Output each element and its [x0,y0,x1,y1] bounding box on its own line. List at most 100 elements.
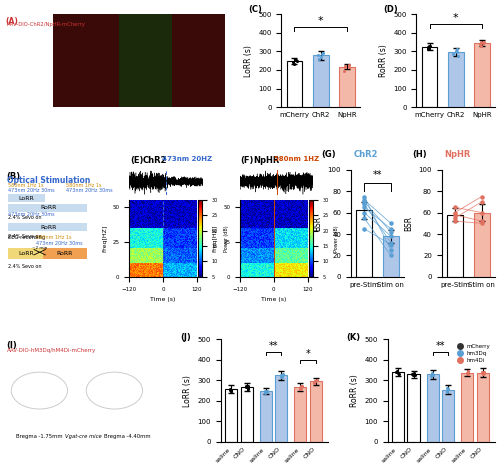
Point [342,63,349,70]
Point [242,383,250,391]
Y-axis label: Freq[HZ]: Freq[HZ] [212,225,218,252]
Point [264,389,272,396]
Bar [260,391,272,442]
Point [387,241,395,249]
Text: NpHR: NpHR [444,150,470,159]
Point [452,47,460,55]
Legend: mCherry, hm3Dq, hm4Di: mCherry, hm3Dq, hm4Di [452,342,492,365]
Bar [276,375,287,442]
Text: RoRR: RoRR [40,205,56,210]
X-axis label: Time (s): Time (s) [261,297,286,302]
Point [451,209,459,216]
Text: ChR2: ChR2 [142,156,167,164]
Text: Bregma -4.40mm: Bregma -4.40mm [104,434,150,439]
Point [428,373,436,380]
Point [464,368,472,376]
Text: RoRR: RoRR [40,225,56,229]
Point [360,200,368,208]
Text: (K): (K) [346,333,361,342]
Point [450,50,458,57]
Y-axis label: Power (dB): Power (dB) [224,225,228,251]
Point [315,55,323,63]
Text: 2.4% Sevo on: 2.4% Sevo on [8,215,42,220]
FancyBboxPatch shape [120,14,172,107]
Text: Vgat-cre mice: Vgat-cre mice [65,434,102,439]
Text: ChR2: ChR2 [354,150,378,159]
Bar [474,212,490,277]
FancyBboxPatch shape [5,14,54,107]
Text: **: ** [269,341,278,351]
Point [387,239,395,246]
FancyBboxPatch shape [8,223,86,231]
Point [453,46,461,53]
Point [480,368,488,376]
Bar [294,387,306,442]
Point [242,383,250,390]
Point [360,225,368,232]
Point [297,383,305,390]
Point [387,225,395,232]
Point [298,382,306,390]
Point [387,246,395,254]
Y-axis label: RoRR (s): RoRR (s) [350,374,359,407]
Point [226,387,234,395]
FancyBboxPatch shape [172,14,225,107]
Point [478,42,486,49]
Point [296,383,304,391]
Text: 580nm 1HZ: 580nm 1HZ [274,156,320,162]
Text: Optical Stimulation: Optical Stimulation [6,176,90,185]
Point [314,52,322,59]
Point [478,219,486,227]
Y-axis label: BSR: BSR [313,216,322,231]
Point [277,373,285,380]
Point [424,42,432,50]
Point [478,198,486,206]
Point [317,53,325,61]
FancyBboxPatch shape [8,195,45,202]
Text: 473nm 20Hz 30ms: 473nm 20Hz 30ms [8,212,55,217]
Point [311,377,319,385]
Point [442,388,450,395]
Point [314,376,322,384]
Point [360,198,368,206]
Point [444,387,452,394]
Text: (I): (I) [6,341,18,351]
FancyBboxPatch shape [8,204,86,212]
Point [360,193,368,200]
Point [478,369,486,376]
Text: 473nm 20Hz 30ms: 473nm 20Hz 30ms [36,241,83,246]
Point [310,379,318,386]
Point [476,38,484,46]
Text: (A): (A) [5,17,18,26]
Point [478,368,486,376]
Point [394,368,402,375]
Y-axis label: BSR: BSR [404,216,413,231]
Y-axis label: LoRR (s): LoRR (s) [244,45,252,77]
Text: **: ** [373,171,382,180]
Y-axis label: Freq[HZ]: Freq[HZ] [102,225,107,252]
Text: *: * [318,16,324,26]
Point [292,56,300,64]
Bar [392,372,404,442]
Bar [313,55,328,107]
Point [312,377,320,384]
Point [244,382,252,390]
Y-axis label: LoRR (s): LoRR (s) [183,375,192,407]
Text: (G): (G) [322,150,336,159]
Point [387,232,395,240]
Text: 580nm 1Hz 1s: 580nm 1Hz 1s [66,183,101,188]
Bar [356,211,372,277]
Text: (E): (E) [130,156,143,164]
Bar [422,47,438,107]
Text: (D): (D) [384,5,398,14]
Point [278,374,285,381]
Point [340,67,348,75]
Point [393,368,401,376]
Point [454,52,462,60]
Point [410,370,418,378]
Point [480,370,488,378]
FancyBboxPatch shape [43,248,86,258]
Bar [240,387,253,442]
Point [478,218,486,225]
Text: 580nm 1Hz 1s: 580nm 1Hz 1s [8,183,44,188]
